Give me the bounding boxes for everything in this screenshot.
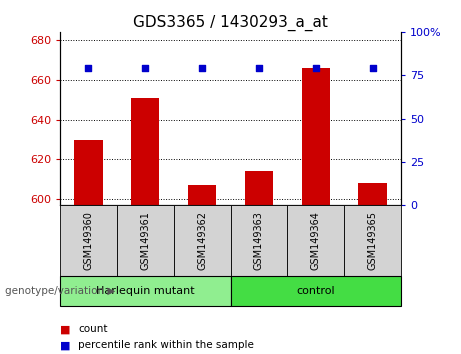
Point [85,65,92,71]
Text: genotype/variation ▶: genotype/variation ▶ [5,286,115,296]
Text: GSM149363: GSM149363 [254,211,264,270]
Bar [188,185,216,205]
Text: GSM149360: GSM149360 [83,211,94,270]
Text: GSM149365: GSM149365 [367,211,378,270]
Text: ■: ■ [60,324,71,334]
Text: GSM149364: GSM149364 [311,211,321,270]
Bar [358,183,387,205]
Bar [131,98,160,205]
Text: GSM149361: GSM149361 [140,211,150,270]
Point [142,65,149,71]
Text: ■: ■ [60,340,71,350]
Text: Harlequin mutant: Harlequin mutant [96,286,195,296]
Text: control: control [296,286,335,296]
Text: count: count [78,324,108,334]
Point [198,65,206,71]
Point [255,65,263,71]
Bar [301,68,330,205]
Title: GDS3365 / 1430293_a_at: GDS3365 / 1430293_a_at [133,14,328,30]
Bar [245,171,273,205]
Bar [74,139,102,205]
Point [369,65,376,71]
Point [312,65,319,71]
Text: GSM149362: GSM149362 [197,211,207,270]
Text: percentile rank within the sample: percentile rank within the sample [78,340,254,350]
